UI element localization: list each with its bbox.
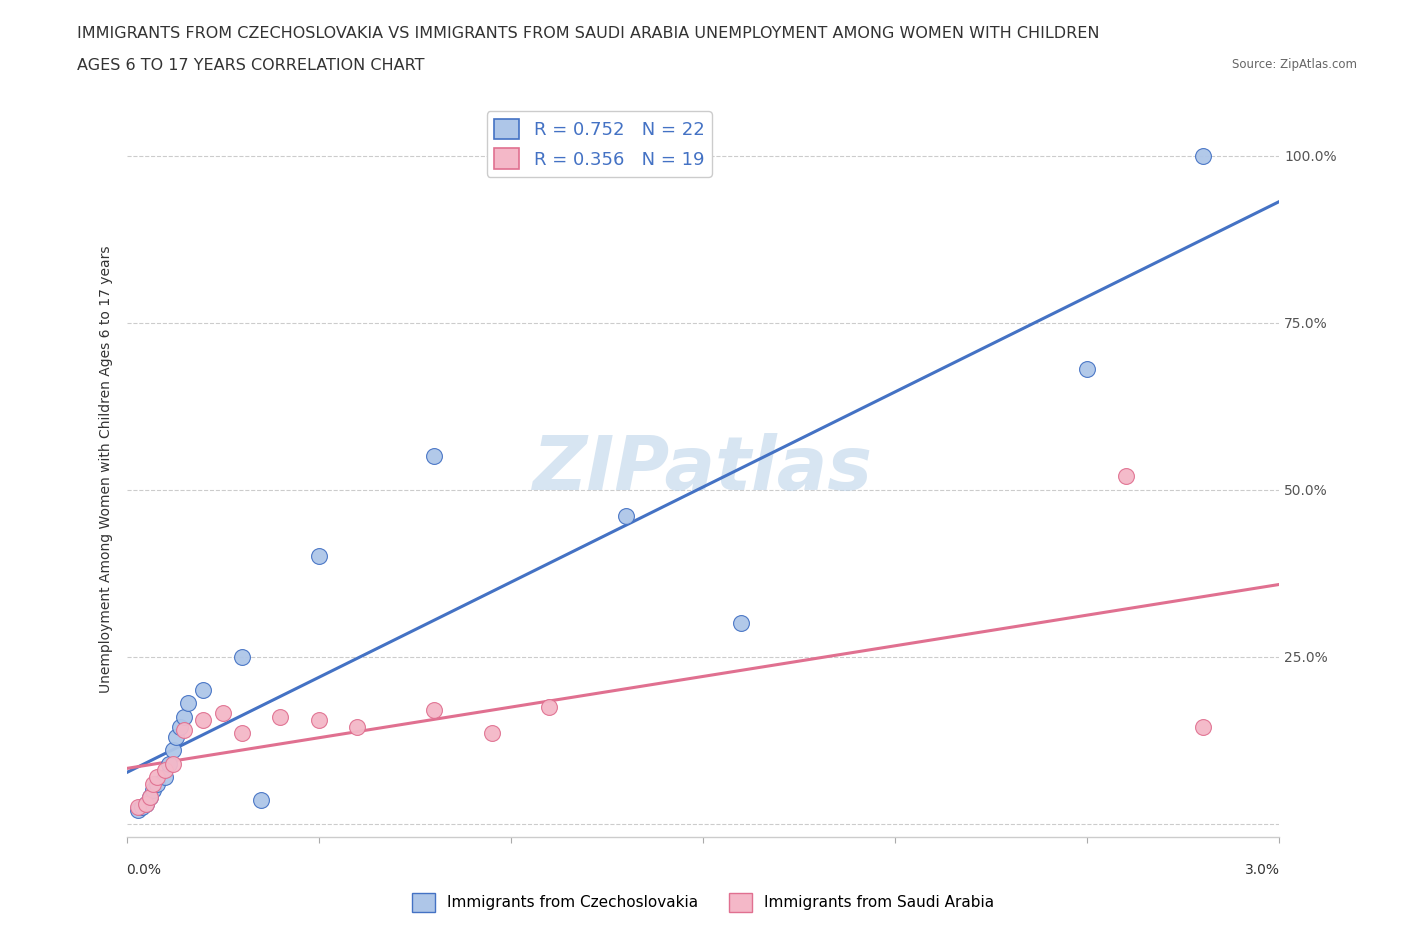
Point [1191, 720, 1213, 735]
Text: ZIPatlas: ZIPatlas [533, 433, 873, 506]
Point [127, 800, 149, 815]
Point [423, 703, 446, 718]
Text: AGES 6 TO 17 YEARS CORRELATION CHART: AGES 6 TO 17 YEARS CORRELATION CHART [77, 58, 425, 73]
Point [1076, 362, 1098, 377]
Point [142, 783, 165, 798]
Point [173, 710, 195, 724]
Point [146, 777, 169, 791]
Point [614, 509, 637, 524]
Point [138, 790, 160, 804]
Point [538, 699, 561, 714]
Legend: R = 0.752   N = 22, R = 0.356   N = 19: R = 0.752 N = 22, R = 0.356 N = 19 [486, 112, 711, 177]
Text: IMMIGRANTS FROM CZECHOSLOVAKIA VS IMMIGRANTS FROM SAUDI ARABIA UNEMPLOYMENT AMON: IMMIGRANTS FROM CZECHOSLOVAKIA VS IMMIGR… [77, 26, 1099, 41]
Text: 3.0%: 3.0% [1244, 863, 1279, 877]
Legend: Immigrants from Czechoslovakia, Immigrants from Saudi Arabia: Immigrants from Czechoslovakia, Immigran… [406, 887, 1000, 918]
Point [127, 803, 149, 817]
Point [423, 449, 446, 464]
Point [173, 723, 195, 737]
Point [162, 756, 184, 771]
Point [153, 763, 176, 777]
Text: Source: ZipAtlas.com: Source: ZipAtlas.com [1232, 58, 1357, 71]
Point [211, 706, 233, 721]
Point [153, 769, 176, 784]
Point [157, 756, 180, 771]
Point [135, 796, 157, 811]
Point [308, 712, 330, 727]
Point [1191, 148, 1213, 163]
Point [730, 616, 752, 631]
Y-axis label: Unemployment Among Women with Children Ages 6 to 17 years: Unemployment Among Women with Children A… [100, 246, 114, 694]
Point [166, 729, 188, 744]
Point [193, 712, 215, 727]
Point [131, 800, 153, 815]
Point [138, 790, 160, 804]
Point [1115, 469, 1137, 484]
Point [231, 649, 253, 664]
Point [162, 743, 184, 758]
Point [142, 777, 165, 791]
Point [346, 720, 368, 735]
Point [193, 683, 215, 698]
Point [308, 549, 330, 564]
Point [146, 769, 169, 784]
Point [250, 792, 273, 807]
Point [135, 796, 157, 811]
Point [169, 720, 191, 735]
Point [269, 710, 291, 724]
Point [481, 726, 503, 741]
Point [177, 696, 200, 711]
Text: 0.0%: 0.0% [127, 863, 162, 877]
Point [231, 726, 253, 741]
